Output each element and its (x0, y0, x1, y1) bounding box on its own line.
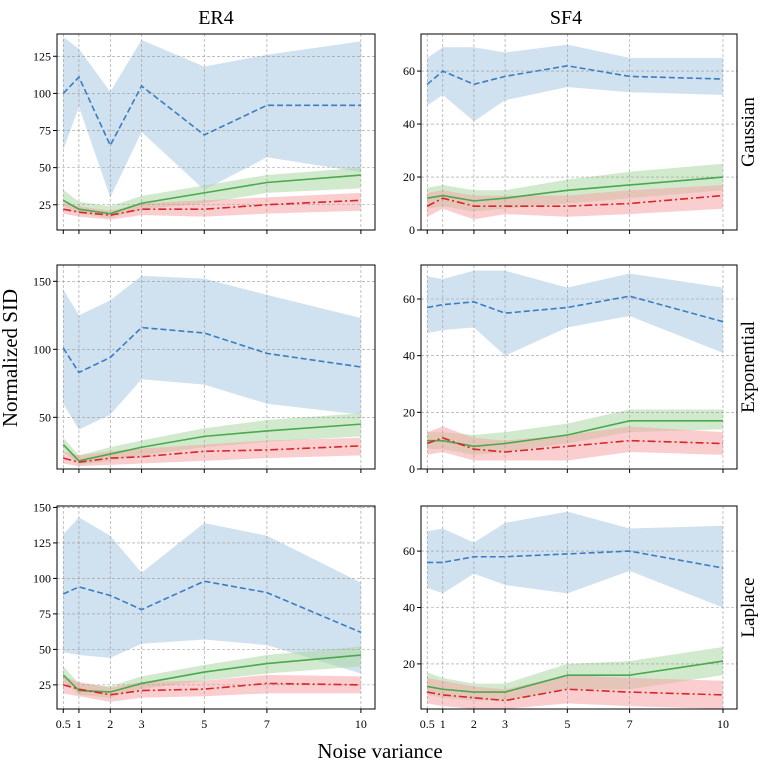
y-tick-label: 40 (403, 601, 415, 615)
x-axis-label: Noise variance (317, 739, 442, 761)
y-tick-label: 0 (409, 462, 415, 476)
band-blue-dashed (427, 270, 723, 356)
column-title-sf4: SF4 (550, 7, 582, 29)
x-tick-label: 1 (440, 717, 446, 731)
y-tick-label: 50 (39, 410, 51, 424)
line-green-solid (62, 423, 361, 462)
row-label-laplace: Laplace (738, 577, 759, 637)
band-blue-dashed (63, 36, 361, 198)
axes-frame (420, 264, 738, 470)
x-tick-label: 2 (107, 717, 113, 731)
panel-er4-laplace: 25 50 75 100 125 150 0.5 1 2 3 5 7 10 (33, 500, 376, 731)
y-tick-label: 125 (33, 49, 51, 63)
y-tick-label: 50 (39, 642, 51, 656)
band-red-dashdot (63, 192, 361, 220)
line-blue-dashed (426, 64, 724, 86)
x-tick-label: 5 (564, 717, 570, 731)
panel-sf4-laplace: 20 40 60 0.5 1 2 3 5 7 10 Laplace (403, 505, 759, 731)
axes-frame (420, 33, 738, 231)
line-green-solid (427, 660, 724, 693)
line-red-dashdot (63, 682, 361, 696)
line-blue-dashed (62, 75, 361, 148)
y-tick-label: 60 (403, 544, 415, 558)
x-tick-label: 10 (717, 717, 729, 731)
panel-er4-gaussian: 25 50 75 100 125 (33, 33, 376, 234)
y-tick-label: 40 (403, 117, 415, 131)
y-tick-label: 75 (39, 124, 51, 138)
column-title-er4: ER4 (198, 7, 234, 29)
line-green-solid (427, 420, 723, 448)
axes-frame (56, 33, 376, 231)
y-tick-label: 50 (39, 161, 51, 175)
row-label-exponential: Exponential (738, 321, 759, 413)
panel-sf4-gaussian: 0 20 40 60 Gaussian (403, 33, 759, 237)
band-blue-dashed (63, 517, 361, 674)
line-blue-dashed (427, 550, 724, 569)
band-blue-dashed (427, 511, 723, 608)
y-tick-label: 150 (33, 500, 51, 514)
line-green-solid (62, 654, 361, 693)
line-blue-dashed (62, 326, 362, 374)
x-tick-label: 3 (502, 717, 508, 731)
x-tick-label: 10 (355, 717, 367, 731)
panel-er4-exponential: 50 100 150 (33, 264, 376, 473)
x-tick-label: 5 (201, 717, 207, 731)
band-red-dashdot (63, 437, 361, 467)
y-tick-label: 20 (403, 657, 415, 671)
line-red-dashdot (426, 436, 724, 453)
y-tick-label: 40 (403, 349, 415, 363)
y-tick-label: 20 (403, 170, 415, 184)
y-tick-label: 60 (403, 64, 415, 78)
y-tick-label: 150 (33, 274, 51, 288)
y-tick-label: 25 (39, 678, 51, 692)
y-tick-label: 100 (33, 342, 51, 356)
line-green-solid (62, 174, 361, 215)
line-red-dashdot (427, 688, 724, 702)
x-tick-label: 0.5 (56, 717, 71, 731)
y-tick-label: 0 (409, 223, 415, 237)
band-red-dashdot (427, 675, 723, 709)
x-tick-label: 7 (627, 717, 633, 731)
line-green-solid (427, 176, 724, 202)
x-tick-label: 2 (471, 717, 477, 731)
axes-frame (56, 264, 376, 470)
band-red-dashdot (427, 426, 723, 461)
row-label-gaussian: Gaussian (738, 97, 759, 167)
band-green-solid (427, 646, 723, 701)
x-tick-label: 0.5 (420, 717, 435, 731)
y-tick-label: 60 (403, 292, 415, 306)
line-blue-dashed (62, 580, 362, 634)
x-tick-label: 3 (139, 717, 145, 731)
y-tick-label: 20 (403, 405, 415, 419)
panel-sf4-exponential: 0 20 40 60 Exponential (403, 264, 759, 476)
axes-frame (56, 505, 376, 710)
y-tick-label: 100 (33, 86, 51, 100)
band-blue-dashed (427, 44, 723, 122)
line-red-dashdot (426, 194, 724, 207)
y-tick-label: 25 (39, 198, 51, 212)
y-tick-label: 75 (39, 607, 51, 621)
y-tick-label: 100 (33, 571, 51, 585)
panels: 2550751001250204060Gaussian5010015002040… (33, 33, 759, 731)
line-red-dashdot (63, 199, 361, 216)
y-tick-label: 125 (33, 536, 51, 550)
x-tick-label: 1 (76, 717, 82, 731)
band-blue-dashed (63, 275, 361, 430)
line-red-dashdot (63, 445, 361, 464)
band-red-dashdot (427, 184, 723, 220)
y-axis-label: Normalized SID (0, 289, 22, 427)
x-tick-label: 7 (264, 717, 270, 731)
